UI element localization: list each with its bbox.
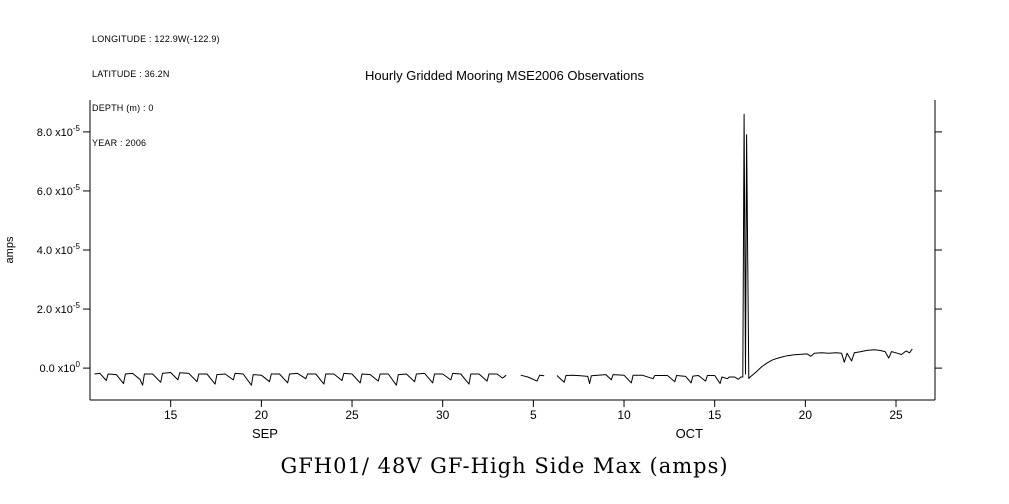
x-tick-label: 10	[617, 408, 631, 422]
x-tick-label: 15	[708, 408, 722, 422]
metadata-year: YEAR : 2006	[92, 137, 147, 148]
chart-subtitle: GFH01/ 48V GF-High Side Max (amps)	[280, 454, 729, 478]
x-tick-label: 20	[255, 408, 269, 422]
metadata-latitude: LATITUDE : 36.2N	[92, 68, 170, 79]
y-tick-label: 0.0 x100	[39, 360, 80, 375]
y-tick-label: 2.0 x10-5	[37, 301, 81, 316]
y-tick-label: 4.0 x10-5	[37, 242, 81, 257]
x-tick-label: 25	[889, 408, 903, 422]
x-tick-label: 5	[530, 408, 537, 422]
y-axis-title: amps	[4, 236, 16, 263]
y-tick-label: 6.0 x10-5	[37, 183, 81, 198]
x-tick-label: 25	[345, 408, 359, 422]
x-tick-label: 15	[164, 408, 178, 422]
x-tick-label: 30	[436, 408, 450, 422]
metadata-depth: DEPTH (m) : 0	[92, 103, 154, 113]
y-tick-label: 8.0 x10-5	[37, 124, 81, 139]
station-metadata: LONGITUDE : 122.9W(-122.9) LATITUDE : 36…	[92, 11, 220, 172]
month-label: OCT	[676, 426, 704, 441]
chart-title: Hourly Gridded Mooring MSE2006 Observati…	[365, 68, 644, 83]
metadata-longitude: LONGITUDE : 122.9W(-122.9)	[92, 34, 220, 44]
x-tick-label: 20	[799, 408, 813, 422]
series-line	[94, 113, 913, 386]
month-label: SEP	[252, 426, 278, 441]
